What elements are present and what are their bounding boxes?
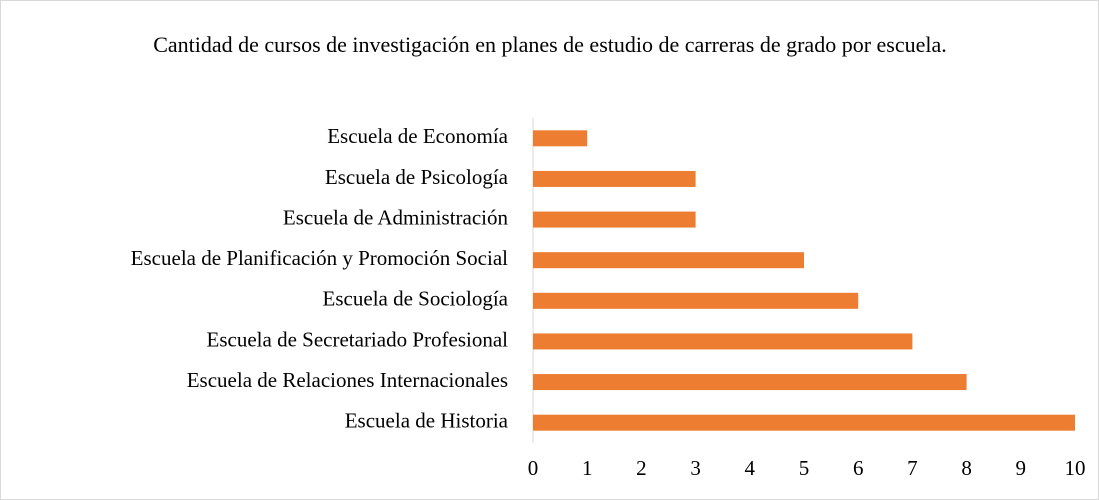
x-tick-label: 2 [636, 456, 647, 480]
bar [533, 170, 696, 187]
y-tick-label: Escuela de Secretariado Profesional [207, 327, 509, 351]
bar [533, 333, 913, 350]
y-tick-label: Escuela de Planificación y Promoción Soc… [131, 246, 508, 270]
bar [533, 211, 696, 228]
x-tick-label: 3 [690, 456, 701, 480]
bar [533, 374, 967, 391]
x-tick-label: 6 [853, 456, 864, 480]
bar [533, 414, 1075, 431]
y-tick-label: Escuela de Historia [345, 409, 509, 433]
x-tick-label: 10 [1065, 456, 1086, 480]
x-tick-label: 1 [582, 456, 593, 480]
y-tick-label: Escuela de Sociología [323, 287, 509, 311]
chart-title: Cantidad de cursos de investigación en p… [153, 32, 947, 57]
y-tick-label: Escuela de Economía [327, 124, 508, 148]
x-tick-label: 8 [961, 456, 972, 480]
x-tick-label: 5 [799, 456, 810, 480]
x-tick-label: 4 [745, 456, 756, 480]
y-tick-label: Escuela de Relaciones Internacionales [187, 368, 508, 392]
y-tick-label: Escuela de Administración [283, 205, 509, 229]
x-tick-label: 0 [528, 456, 539, 480]
bar [533, 292, 859, 309]
x-tick-label: 9 [1016, 456, 1027, 480]
y-tick-label: Escuela de Psicología [325, 165, 509, 189]
x-tick-label: 7 [907, 456, 918, 480]
bar [533, 252, 804, 269]
bar [533, 130, 588, 147]
